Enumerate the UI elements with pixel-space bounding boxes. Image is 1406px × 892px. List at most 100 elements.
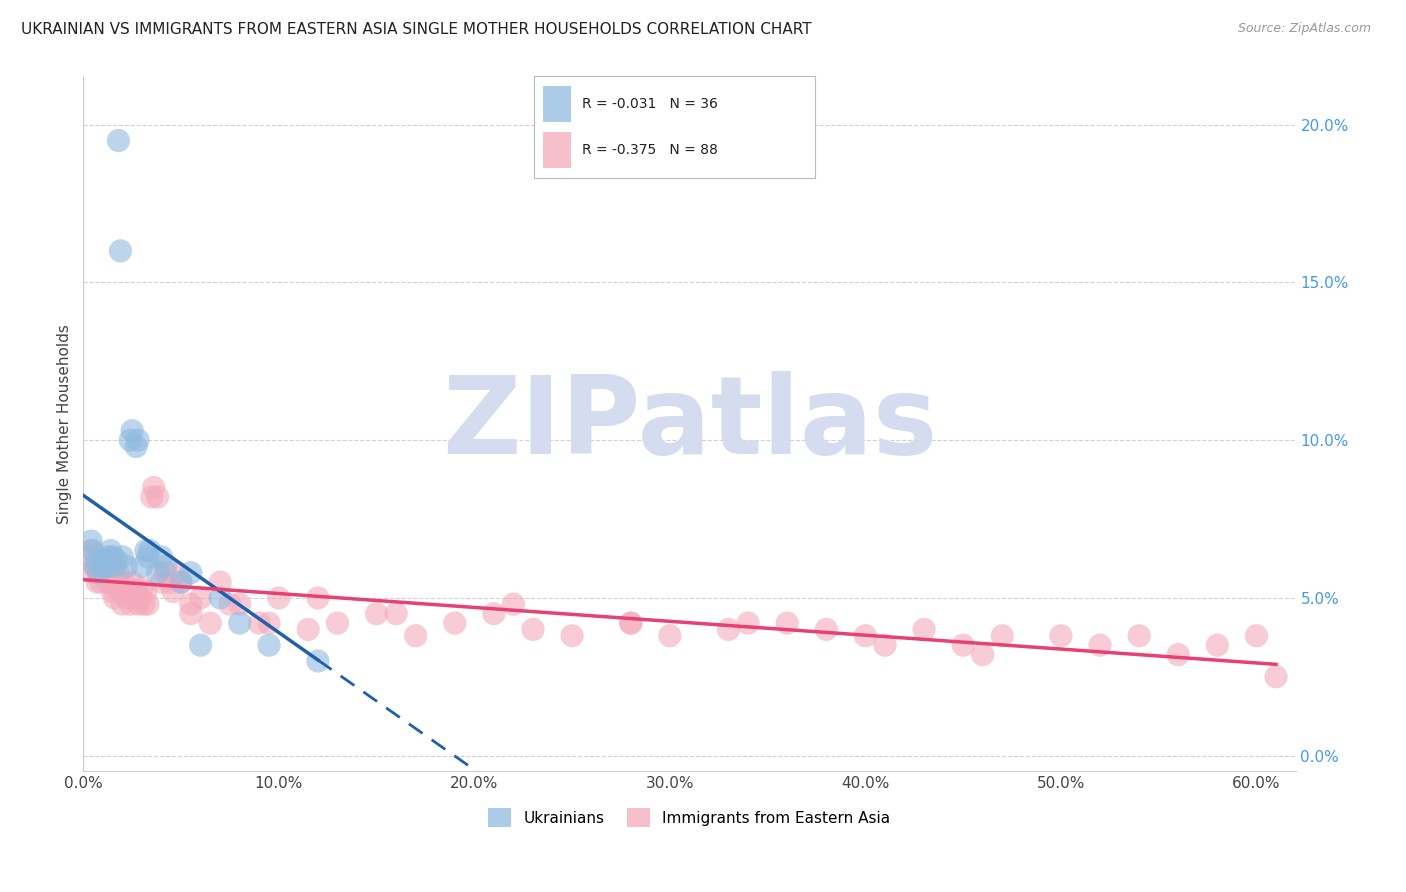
- Point: [86, 553, 108, 567]
- Text: UKRAINIAN VS IMMIGRANTS FROM EASTERN ASIA SINGLE MOTHER HOUSEHOLDS CORRELATION C: UKRAINIAN VS IMMIGRANTS FROM EASTERN ASI…: [21, 22, 811, 37]
- Point: [120, 597, 142, 611]
- Point: [84, 559, 107, 574]
- Point: [87, 566, 110, 580]
- Point: [717, 623, 740, 637]
- Point: [117, 584, 139, 599]
- Point: [84, 559, 107, 574]
- Point: [105, 582, 128, 596]
- Point: [131, 582, 153, 596]
- Point: [737, 616, 759, 631]
- Point: [267, 591, 290, 605]
- Point: [912, 623, 935, 637]
- Point: [307, 654, 329, 668]
- Point: [97, 553, 120, 567]
- Point: [107, 566, 129, 580]
- Point: [125, 440, 148, 454]
- Point: [139, 543, 162, 558]
- Point: [97, 559, 120, 574]
- Point: [326, 616, 349, 631]
- Point: [122, 591, 145, 605]
- Point: [111, 549, 134, 564]
- Point: [82, 566, 104, 580]
- Point: [120, 433, 142, 447]
- Point: [815, 623, 838, 637]
- Point: [443, 616, 465, 631]
- Point: [91, 559, 114, 574]
- Point: [482, 607, 505, 621]
- Point: [103, 559, 125, 574]
- Point: [80, 534, 103, 549]
- Point: [86, 559, 108, 574]
- Point: [952, 638, 974, 652]
- Point: [1128, 629, 1150, 643]
- Point: [405, 629, 427, 643]
- Point: [561, 629, 583, 643]
- Text: R = -0.031   N = 36: R = -0.031 N = 36: [582, 97, 718, 111]
- Point: [129, 591, 152, 605]
- Point: [90, 575, 112, 590]
- Point: [101, 575, 124, 590]
- Point: [111, 597, 134, 611]
- Point: [972, 648, 994, 662]
- Point: [307, 591, 329, 605]
- Point: [228, 597, 250, 611]
- Point: [91, 559, 114, 574]
- Point: [620, 616, 643, 631]
- Point: [80, 543, 103, 558]
- Point: [135, 584, 157, 599]
- Point: [257, 638, 280, 652]
- Point: [257, 616, 280, 631]
- Point: [127, 433, 149, 447]
- Point: [125, 584, 148, 599]
- Point: [166, 566, 188, 580]
- Point: [297, 623, 319, 637]
- Point: [155, 566, 177, 580]
- Point: [101, 584, 124, 599]
- Point: [112, 575, 135, 590]
- Point: [155, 559, 177, 574]
- Point: [200, 616, 222, 631]
- Point: [1167, 648, 1189, 662]
- Point: [1088, 638, 1111, 652]
- Point: [115, 559, 138, 574]
- Point: [1050, 629, 1073, 643]
- Point: [100, 543, 122, 558]
- Point: [136, 597, 159, 611]
- Point: [107, 134, 129, 148]
- Point: [522, 623, 544, 637]
- Point: [620, 616, 643, 631]
- Point: [96, 559, 118, 574]
- Point: [121, 424, 143, 438]
- Point: [162, 584, 184, 599]
- Point: [146, 566, 169, 580]
- Point: [127, 597, 149, 611]
- Point: [132, 597, 155, 611]
- Point: [86, 575, 108, 590]
- Point: [105, 553, 128, 567]
- Point: [97, 549, 120, 564]
- Point: [190, 638, 212, 652]
- Point: [100, 569, 122, 583]
- Point: [385, 607, 408, 621]
- Point: [136, 549, 159, 564]
- Point: [110, 244, 132, 258]
- Point: [150, 549, 173, 564]
- Point: [94, 553, 117, 567]
- Point: [131, 559, 153, 574]
- Point: [111, 582, 134, 596]
- Point: [170, 575, 193, 590]
- Y-axis label: Single Mother Households: Single Mother Households: [58, 325, 72, 524]
- Bar: [543, 87, 571, 122]
- Point: [180, 597, 202, 611]
- Legend: Ukrainians, Immigrants from Eastern Asia: Ukrainians, Immigrants from Eastern Asia: [482, 802, 897, 833]
- Point: [502, 597, 524, 611]
- Point: [1265, 670, 1288, 684]
- Point: [110, 584, 132, 599]
- Point: [209, 591, 232, 605]
- Point: [1206, 638, 1229, 652]
- Point: [150, 575, 173, 590]
- Text: Source: ZipAtlas.com: Source: ZipAtlas.com: [1237, 22, 1371, 36]
- Point: [247, 616, 270, 631]
- Point: [366, 607, 388, 621]
- Point: [101, 549, 124, 564]
